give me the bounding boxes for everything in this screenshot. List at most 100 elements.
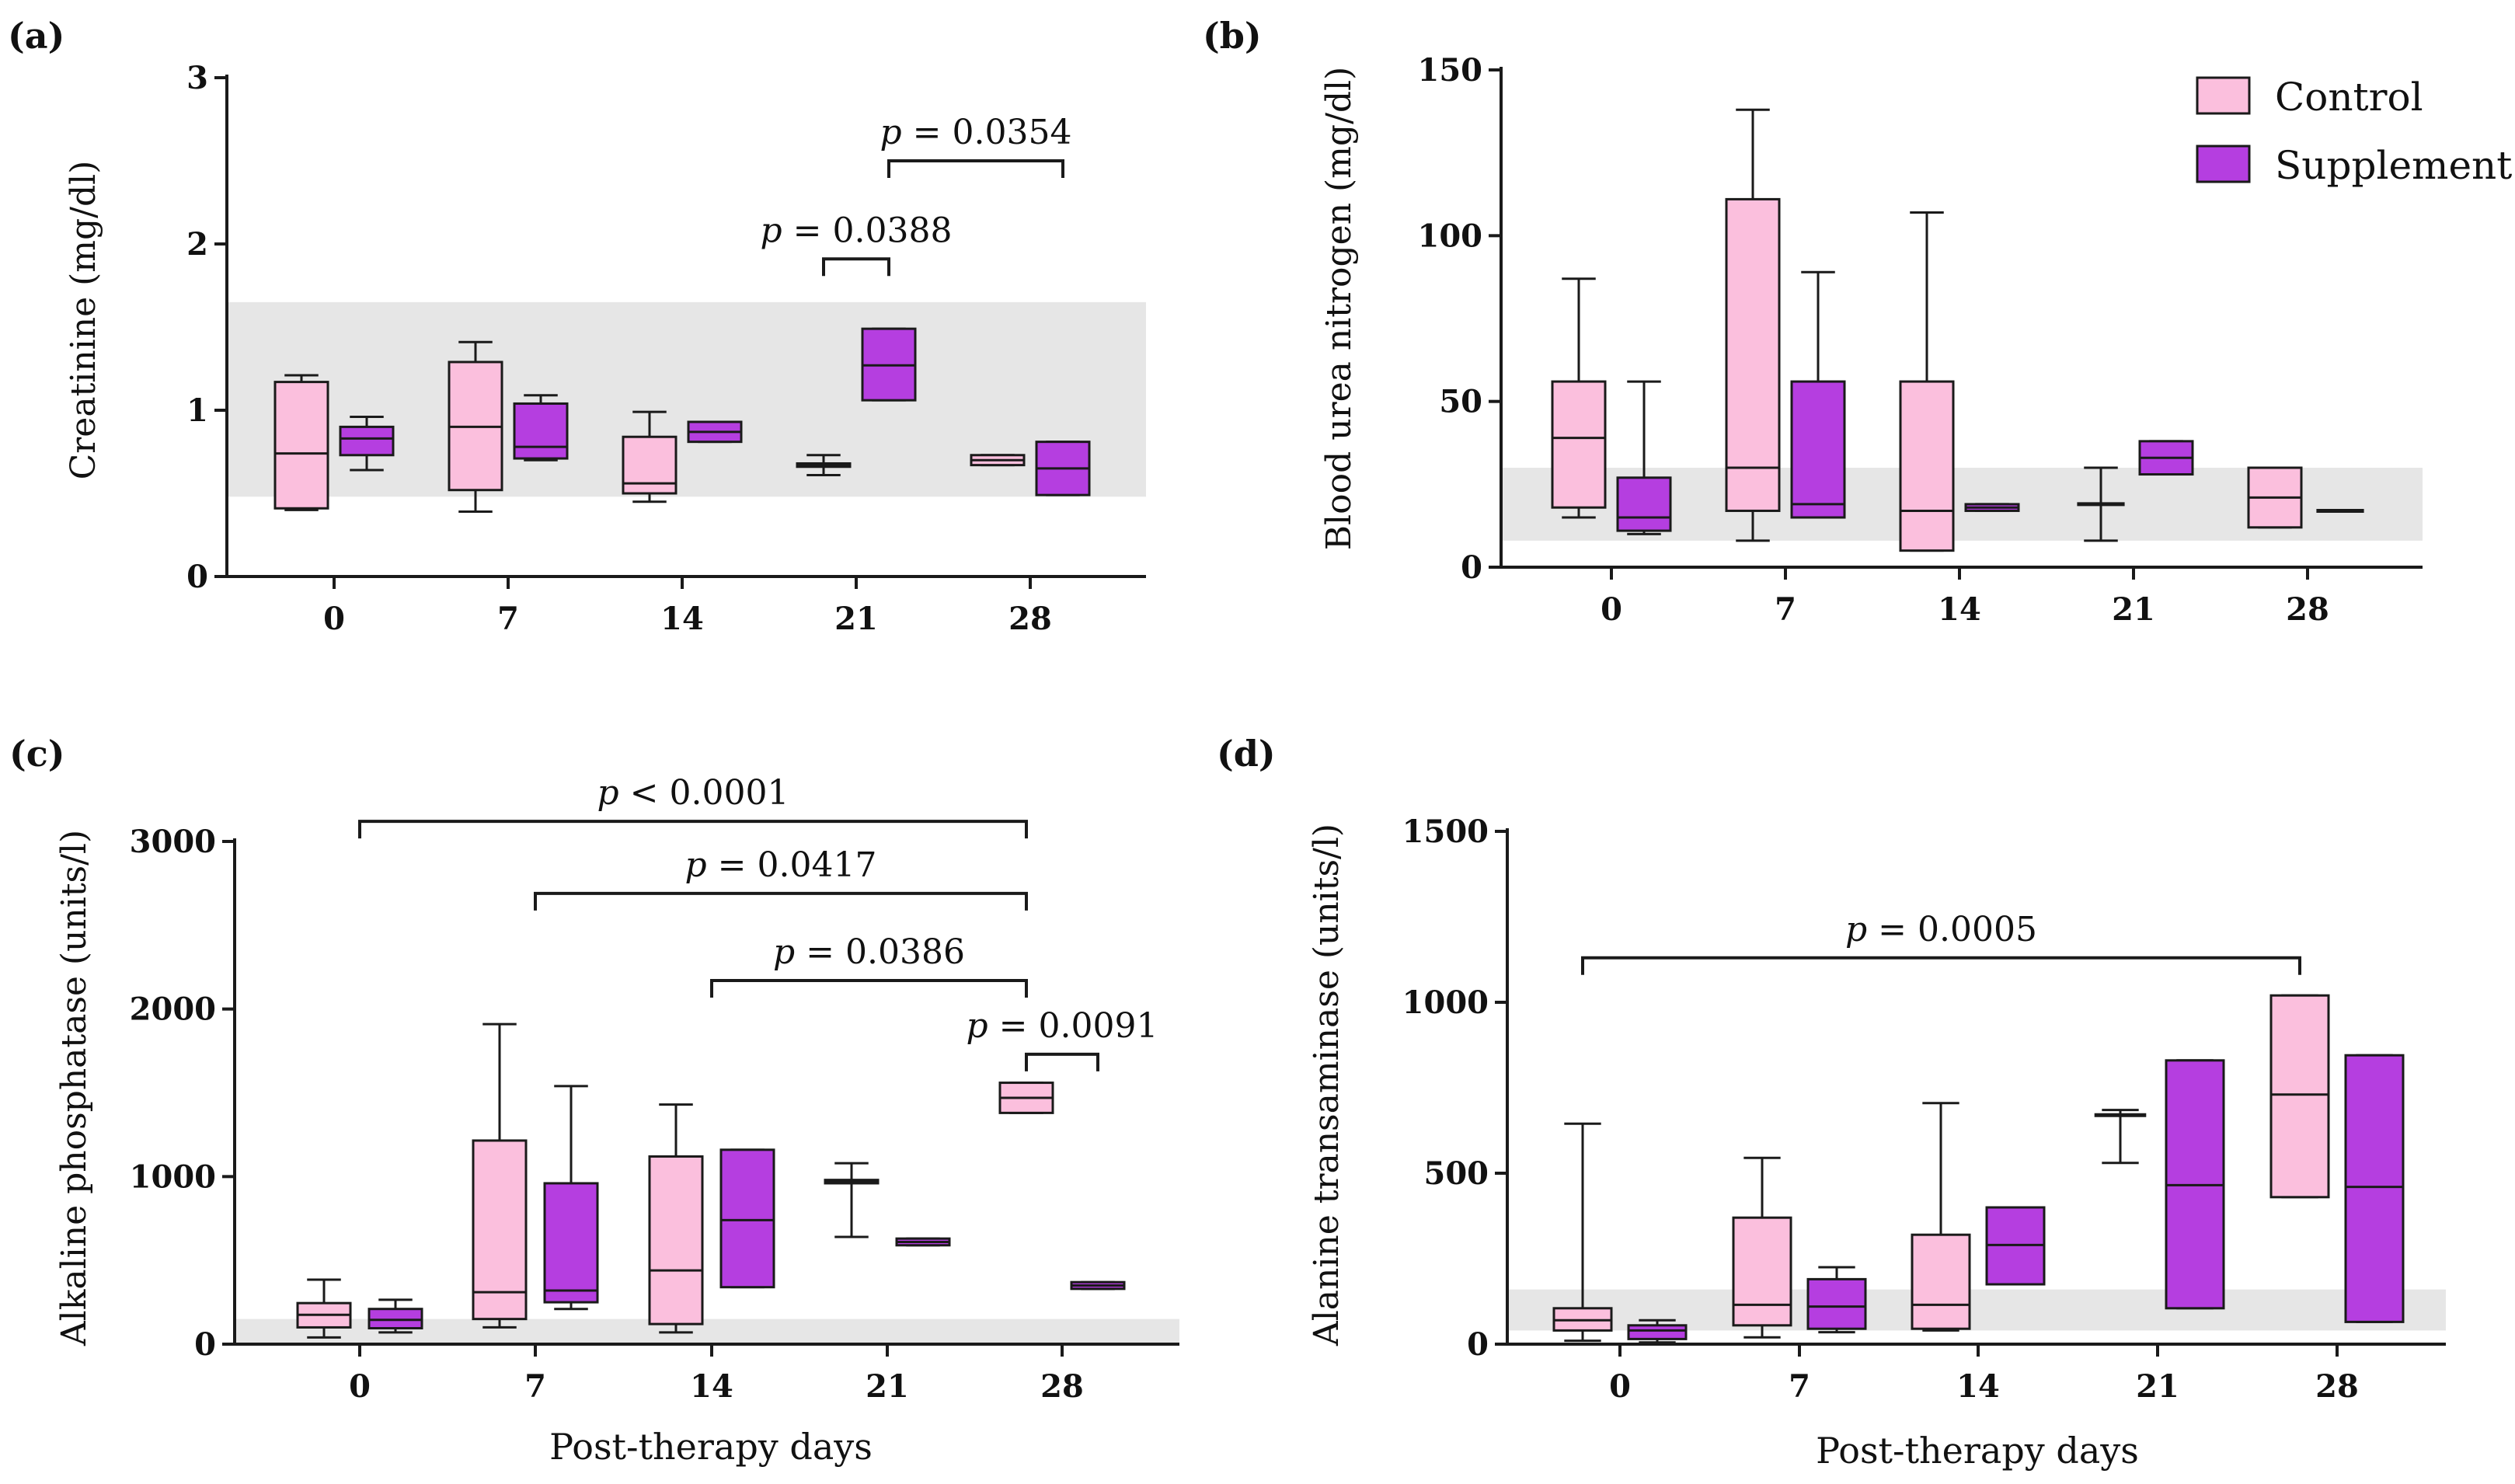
panel-a-x-tick-label: 28 bbox=[1008, 601, 1052, 637]
panel-d-control-box bbox=[2269, 994, 2330, 1199]
panel-c-significance-bracket bbox=[358, 820, 1028, 839]
panel-d-control-box bbox=[1911, 1102, 1971, 1332]
panel-c-x-tick-label: 21 bbox=[866, 1368, 909, 1405]
panel-a: (a) Creatinine (mg/dl) 0 1 2 3 0 7 14 21 28 p = 0… bbox=[8, 15, 1146, 637]
panel-b-supplement-box bbox=[1616, 380, 1672, 535]
panel-b-y-tick-label: 50 bbox=[1439, 384, 1482, 420]
panel-c-supplement-box bbox=[719, 1148, 775, 1289]
panel-a-control-box bbox=[622, 410, 678, 503]
panel-c-supplement-box bbox=[1070, 1280, 1126, 1291]
panel-c-label: (c) bbox=[9, 733, 65, 775]
iqr-box bbox=[1627, 1324, 1688, 1340]
panel-a-significance-bracket bbox=[822, 257, 890, 277]
panel-d-supplement-box bbox=[1627, 1319, 1688, 1344]
iqr-box bbox=[367, 1308, 423, 1330]
panel-c-control-box bbox=[998, 1082, 1054, 1114]
panel-c-y-tick-label: 2000 bbox=[130, 991, 216, 1028]
panel-d-y-tick-label: 1000 bbox=[1402, 984, 1489, 1021]
panel-a-x-tick-label: 7 bbox=[497, 601, 519, 637]
panel-c-p-value-label: p = 0.0386 bbox=[773, 932, 965, 972]
iqr-box bbox=[1911, 1233, 1971, 1330]
iqr-box bbox=[648, 1155, 704, 1325]
iqr-box bbox=[719, 1148, 775, 1289]
panel-a-reference-band bbox=[227, 301, 1146, 497]
legend: Control Supplement bbox=[2196, 75, 2512, 188]
panel-a-control-box bbox=[970, 454, 1026, 467]
panel-d-significance-bracket bbox=[1581, 956, 2301, 975]
panel-c-significance-bracket bbox=[710, 979, 1028, 998]
panel-b-y-tick-label: 0 bbox=[1461, 549, 1482, 586]
panel-a-x-tick-label: 0 bbox=[323, 601, 345, 637]
panel-b-x-tick-label: 28 bbox=[2286, 591, 2329, 628]
iqr-box bbox=[2269, 994, 2330, 1199]
panel-b-control-box bbox=[1725, 108, 1781, 542]
panel-a-significance-bracket bbox=[887, 159, 1064, 178]
panel-c-p-value-label: p = 0.0091 bbox=[967, 1006, 1158, 1046]
panel-c-p-value-label: p < 0.0001 bbox=[597, 773, 789, 813]
panel-d-x-tick-label: 14 bbox=[1956, 1368, 2000, 1405]
legend-supplement-swatch bbox=[2196, 145, 2251, 183]
panel-b-y-tick-label: 100 bbox=[1418, 218, 1483, 254]
panel-c-supplement-box bbox=[543, 1085, 599, 1311]
panel-d-x-tick-label: 0 bbox=[1609, 1368, 1631, 1405]
panel-d-y-tick-label: 1500 bbox=[1402, 813, 1489, 850]
legend-control-swatch bbox=[2196, 76, 2251, 115]
iqr-box bbox=[1725, 197, 1781, 512]
panel-a-y-tick-label: 1 bbox=[186, 392, 208, 429]
panel-c-supplement-box bbox=[895, 1237, 951, 1247]
panel-a-supplement-box bbox=[687, 420, 743, 444]
panel-b-supplement-box bbox=[1964, 503, 2020, 512]
iqr-box bbox=[622, 435, 678, 495]
panel-a-x-tick-label: 14 bbox=[660, 601, 704, 637]
panel-d-supplement-box bbox=[1985, 1206, 2046, 1286]
panel-c: (c) Alkaline phosphatase (units/l) Post-… bbox=[9, 733, 1179, 1468]
iqr-box bbox=[1616, 476, 1672, 532]
panel-d-x-tick-label: 21 bbox=[2136, 1368, 2179, 1405]
iqr-box bbox=[543, 1182, 599, 1304]
panel-b-x-tick-label: 21 bbox=[2112, 591, 2155, 628]
iqr-box bbox=[2344, 1054, 2405, 1323]
panel-d: (d) Alanine transaminase (units/l) Post-… bbox=[1217, 733, 2446, 1472]
panel-d-control-box bbox=[1732, 1156, 1792, 1339]
panel-c-significance-bracket bbox=[534, 891, 1028, 911]
iqr-box bbox=[1806, 1277, 1867, 1330]
panel-b-x-tick-label: 14 bbox=[1938, 591, 1981, 628]
panel-d-reference-band bbox=[1507, 1289, 2446, 1331]
panel-b-control-box bbox=[2077, 466, 2125, 542]
panel-a-y-tick-label: 2 bbox=[186, 226, 208, 263]
panel-a-x-tick-label: 21 bbox=[834, 601, 878, 637]
panel-d-y-axis-title: Alanine transaminase (units/l) bbox=[1307, 824, 1346, 1346]
iqr-box bbox=[273, 381, 329, 510]
panel-b-y-axis-title: Blood urea nitrogen (mg/dl) bbox=[1319, 67, 1359, 551]
panel-c-y-axis-title: Alkaline phosphatase (units/l) bbox=[54, 830, 94, 1346]
panel-b: (b) Blood urea nitrogen (mg/dl) 0 50 100 15… bbox=[1203, 15, 2512, 628]
panel-c-supplement-box bbox=[367, 1298, 423, 1334]
panel-d-x-tick-label: 7 bbox=[1789, 1368, 1810, 1405]
panel-c-y-tick-label: 1000 bbox=[130, 1158, 216, 1195]
panel-c-y-tick-label: 3000 bbox=[130, 824, 216, 860]
panel-a-supplement-box bbox=[513, 394, 569, 462]
panel-a-y-tick-label: 0 bbox=[186, 559, 208, 595]
panel-d-supplement-box bbox=[1806, 1266, 1867, 1334]
panel-a-y-tick-label: 3 bbox=[186, 60, 208, 96]
panel-d-y-tick-label: 0 bbox=[1467, 1326, 1489, 1363]
panel-a-control-box bbox=[448, 340, 503, 514]
iqr-box bbox=[513, 402, 569, 460]
panel-c-significance-bracket bbox=[1025, 1052, 1099, 1071]
panel-b-x-tick-label: 0 bbox=[1601, 591, 1622, 628]
panel-c-y-tick-label: 0 bbox=[194, 1326, 216, 1363]
iqr-box bbox=[472, 1139, 528, 1321]
panel-d-p-value-label: p = 0.0005 bbox=[1845, 910, 2037, 949]
panel-c-x-tick-label: 14 bbox=[690, 1368, 733, 1405]
panel-d-control-box bbox=[2094, 1109, 2147, 1165]
panel-c-x-axis-title: Post-therapy days bbox=[549, 1426, 873, 1468]
panel-a-supplement-box bbox=[861, 327, 917, 402]
iqr-box bbox=[1551, 380, 1607, 509]
panel-a-y-axis-title: Creatinine (mg/dl) bbox=[64, 161, 103, 480]
panel-a-supplement-box bbox=[339, 416, 395, 472]
panel-a-supplement-box bbox=[1035, 441, 1091, 496]
panel-a-control-box bbox=[273, 374, 329, 511]
panel-b-supplement-box bbox=[2138, 440, 2194, 476]
legend-supplement-label: Supplement bbox=[2275, 143, 2512, 188]
panel-a-control-box bbox=[796, 454, 852, 476]
